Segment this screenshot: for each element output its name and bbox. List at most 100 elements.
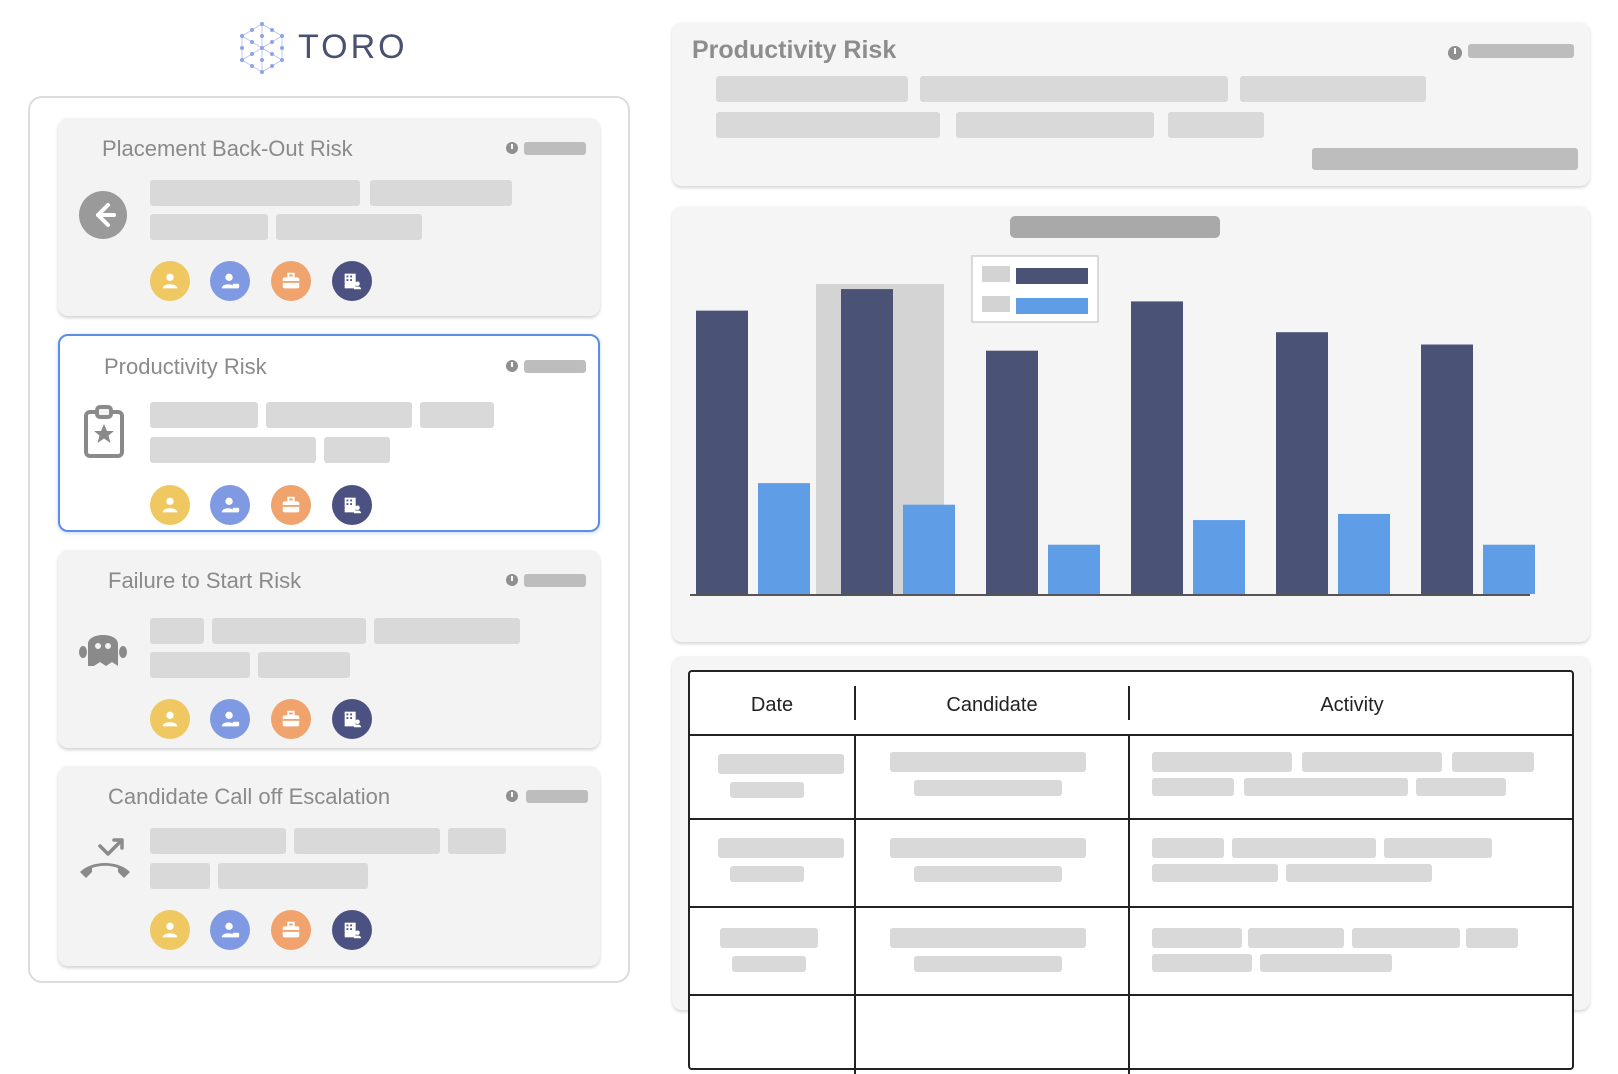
column-header-date[interactable]: Date <box>750 694 794 716</box>
text-placeholder <box>212 618 366 644</box>
risk-card-title: Candidate Call off Escalation <box>108 784 391 809</box>
column-divider <box>1128 686 1130 720</box>
clock-icon <box>506 790 518 802</box>
text-placeholder <box>150 437 316 463</box>
legend-label-placeholder <box>982 296 1010 312</box>
column-header-candidate[interactable]: Candidate <box>946 694 1038 716</box>
text-placeholder <box>420 402 494 428</box>
clock-icon <box>506 142 518 154</box>
chart-title-placeholder <box>1010 216 1220 238</box>
text-placeholder <box>324 437 390 463</box>
candidate-placeholder <box>890 752 1086 772</box>
chart-bar[interactable] <box>903 504 955 594</box>
activity-table-card: Date Candidate Activity <box>672 656 1590 1074</box>
job-icon[interactable] <box>271 699 311 739</box>
column-divider <box>854 734 856 1074</box>
chart-bar[interactable] <box>1048 544 1100 594</box>
candidate-icon[interactable] <box>150 261 190 301</box>
ghost-icon <box>78 622 128 672</box>
row-divider <box>690 818 1572 820</box>
job-icon[interactable] <box>271 910 311 950</box>
entity-icons <box>150 261 390 303</box>
candidate-icon[interactable] <box>150 485 190 525</box>
recruiter-icon[interactable] <box>210 485 250 525</box>
text-placeholder <box>150 180 360 206</box>
text-placeholder <box>150 828 286 854</box>
chart-bar[interactable] <box>1276 332 1328 594</box>
logo-cube-icon <box>240 22 284 74</box>
chart-bar[interactable] <box>1193 520 1245 594</box>
row-divider <box>690 906 1572 908</box>
activity-placeholder <box>1152 778 1234 796</box>
timestamp-placeholder <box>1468 44 1574 58</box>
text-placeholder <box>276 214 422 240</box>
risk-card-placement-back-out[interactable]: Placement Back-Out Risk <box>58 118 600 316</box>
recruiter-icon[interactable] <box>210 910 250 950</box>
date-placeholder <box>730 866 804 882</box>
activity-table: Date Candidate Activity <box>688 670 1574 1074</box>
column-divider <box>1128 734 1130 1074</box>
candidate-placeholder <box>890 838 1086 858</box>
activity-placeholder <box>1416 778 1506 796</box>
job-icon[interactable] <box>271 485 311 525</box>
clock-icon <box>506 574 518 586</box>
clock-icon <box>1448 46 1462 60</box>
activity-placeholder <box>1384 838 1492 858</box>
timestamp-placeholder <box>524 360 586 373</box>
text-placeholder <box>258 652 350 678</box>
column-header-activity[interactable]: Activity <box>1320 694 1384 716</box>
chart-bar[interactable] <box>1421 344 1473 594</box>
chart-bar[interactable] <box>986 350 1038 594</box>
risk-card-productivity[interactable]: Productivity Risk <box>58 334 600 532</box>
date-placeholder <box>730 782 804 798</box>
text-placeholder <box>1168 112 1264 138</box>
text-placeholder <box>150 618 204 644</box>
chart-bar[interactable] <box>1338 513 1390 594</box>
chart-bar[interactable] <box>758 483 810 594</box>
candidate-placeholder <box>914 780 1062 796</box>
risk-card-title: Productivity Risk <box>104 354 267 379</box>
timestamp-placeholder <box>524 574 586 587</box>
entity-icons <box>150 485 390 527</box>
action-button-placeholder[interactable] <box>1312 148 1578 170</box>
text-placeholder <box>150 652 250 678</box>
candidate-icon[interactable] <box>150 910 190 950</box>
client-company-icon[interactable] <box>332 910 372 950</box>
text-placeholder <box>150 402 258 428</box>
chart-bar[interactable] <box>1483 544 1535 594</box>
clipboard-star-icon <box>80 404 130 458</box>
date-placeholder <box>732 956 806 972</box>
detail-title: Productivity Risk <box>692 36 897 64</box>
timestamp-placeholder <box>524 142 586 155</box>
brand-name: TORO <box>298 28 408 66</box>
client-company-icon[interactable] <box>332 699 372 739</box>
text-placeholder <box>370 180 512 206</box>
chart-bar[interactable] <box>841 289 893 594</box>
clock-icon <box>506 360 518 372</box>
legend-swatch <box>1016 298 1088 314</box>
activity-placeholder <box>1286 864 1432 882</box>
recruiter-icon[interactable] <box>210 699 250 739</box>
row-divider <box>690 994 1572 996</box>
risk-card-failure-to-start[interactable]: Failure to Start Risk <box>58 550 600 748</box>
candidate-icon[interactable] <box>150 699 190 739</box>
chart-bar[interactable] <box>696 310 748 594</box>
activity-placeholder <box>1232 838 1376 858</box>
client-company-icon[interactable] <box>332 485 372 525</box>
activity-placeholder <box>1152 838 1224 858</box>
text-placeholder <box>716 76 908 102</box>
text-placeholder <box>920 76 1228 102</box>
activity-placeholder <box>1466 928 1518 948</box>
activity-placeholder <box>1152 954 1252 972</box>
risk-card-candidate-call-off[interactable]: Candidate Call off Escalation <box>58 766 600 966</box>
client-company-icon[interactable] <box>332 261 372 301</box>
job-icon[interactable] <box>271 261 311 301</box>
recruiter-icon[interactable] <box>210 261 250 301</box>
timestamp-placeholder <box>526 790 588 803</box>
date-placeholder <box>720 928 818 948</box>
productivity-chart-card <box>672 206 1590 642</box>
legend-swatch <box>1016 268 1088 284</box>
back-arrow-icon <box>78 190 128 240</box>
chart-bar[interactable] <box>1131 301 1183 594</box>
text-placeholder <box>218 863 368 889</box>
